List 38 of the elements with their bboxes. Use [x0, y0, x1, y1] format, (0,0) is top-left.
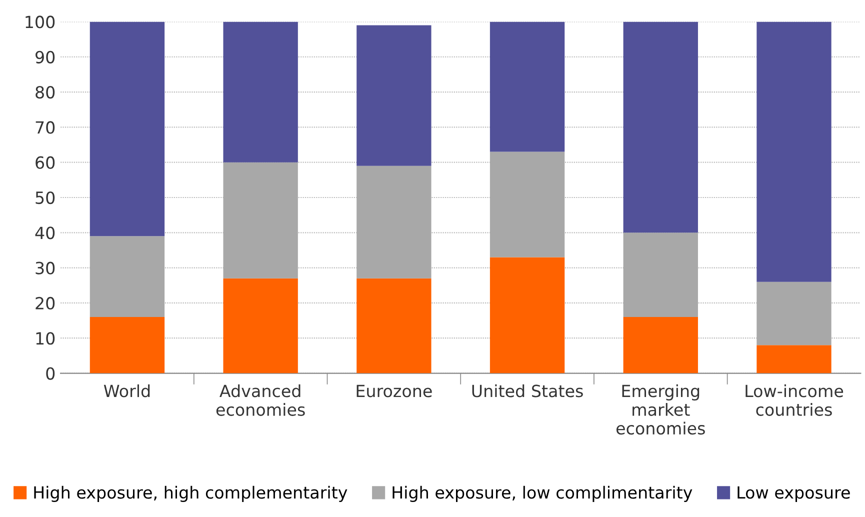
x-tick-label: Eurozone — [356, 384, 432, 398]
y-tick-label: 10 — [36, 332, 55, 345]
x-tick-label: World — [104, 384, 150, 398]
bar — [90, 236, 165, 318]
y-tick-label: 100 — [26, 16, 55, 28]
bar — [623, 232, 698, 318]
y-tick-label: 30 — [36, 262, 55, 274]
bar — [356, 166, 432, 278]
x-tick-label: Advanced economies — [216, 384, 305, 416]
y-tick-label: 90 — [36, 50, 55, 64]
bar — [490, 257, 565, 374]
y-tick-label: 60 — [36, 156, 55, 169]
bar — [623, 22, 698, 233]
bar — [623, 317, 698, 374]
legend-label: High exposure, high complementarity — [34, 486, 348, 502]
y-tick-label: 50 — [36, 191, 55, 204]
bar — [756, 345, 832, 374]
bar — [356, 25, 432, 166]
y-tick-label: 70 — [36, 121, 55, 134]
bar — [223, 22, 298, 162]
y-tick-label: 20 — [36, 296, 55, 310]
bar — [756, 282, 832, 346]
bar — [490, 22, 565, 152]
x-tick-label: United States — [472, 384, 583, 398]
bar — [223, 278, 298, 374]
y-tick-label: 40 — [35, 226, 55, 240]
x-tick-label: Low-income countries — [746, 384, 844, 416]
bar — [90, 22, 165, 236]
legend-label: High exposure, low complimentarity — [392, 486, 692, 502]
bar — [490, 152, 565, 258]
y-tick-label: 80 — [36, 86, 55, 99]
bar — [356, 278, 432, 374]
bar — [756, 22, 832, 282]
x-tick-label: Emerging market economies — [616, 384, 705, 435]
y-tick-label: 0 — [46, 367, 55, 380]
bar — [90, 317, 165, 374]
legend-label: Low exposure — [738, 486, 850, 502]
bar — [223, 162, 298, 278]
